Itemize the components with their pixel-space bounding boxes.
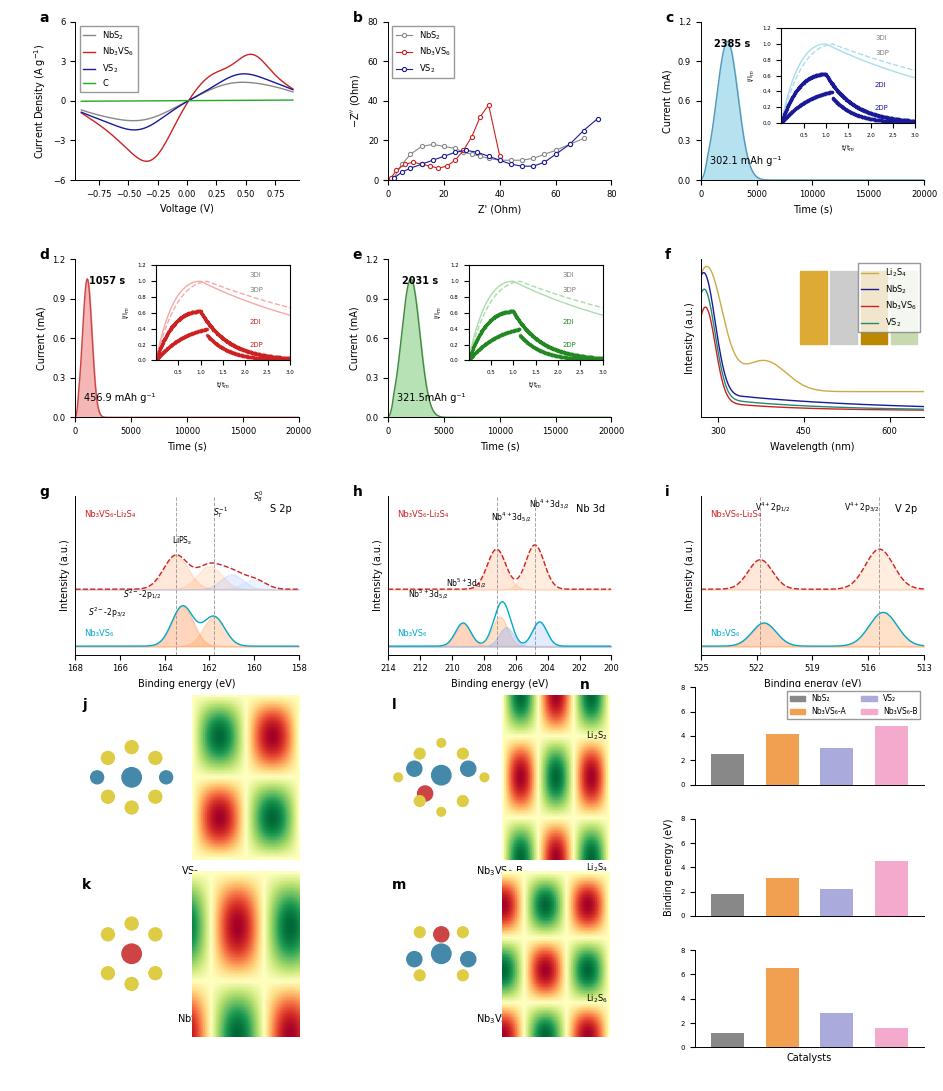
Text: b: b — [353, 11, 362, 25]
Bar — [875, 1028, 908, 1047]
X-axis label: Catalysts: Catalysts — [786, 1053, 832, 1063]
Text: $S_B^0$: $S_B^0$ — [254, 490, 264, 504]
Y-axis label: Binding energy (eV): Binding energy (eV) — [664, 818, 673, 916]
Text: Nb₃VS₆: Nb₃VS₆ — [84, 628, 114, 637]
X-axis label: Binding energy (eV): Binding energy (eV) — [139, 679, 236, 688]
Text: Nb 3d: Nb 3d — [576, 504, 604, 514]
Bar — [766, 733, 799, 784]
Text: Nb₃VS₆: Nb₃VS₆ — [710, 628, 739, 637]
Legend: NbS$_2$, Nb$_3$VS$_6$, VS$_2$, C: NbS$_2$, Nb$_3$VS$_6$, VS$_2$, C — [79, 26, 138, 92]
Text: Nb₃VS₆-Li₂S₄: Nb₃VS₆-Li₂S₄ — [84, 509, 136, 519]
Legend: Li$_2$S$_4$, NbS$_2$, Nb$_3$VS$_6$, VS$_2$: Li$_2$S$_4$, NbS$_2$, Nb$_3$VS$_6$, VS$_… — [858, 263, 920, 333]
Text: e: e — [353, 248, 362, 262]
Text: $S^{2-}$-2p$_{1/2}$: $S^{2-}$-2p$_{1/2}$ — [124, 588, 161, 602]
Bar — [875, 727, 908, 784]
Text: h: h — [353, 485, 362, 500]
X-axis label: Z' (Ohm): Z' (Ohm) — [478, 204, 521, 214]
Text: $S^{2-}$-2p$_{3/2}$: $S^{2-}$-2p$_{3/2}$ — [88, 606, 125, 620]
Text: l: l — [392, 698, 397, 712]
Text: m: m — [392, 878, 406, 892]
Text: 2385 s: 2385 s — [714, 39, 751, 49]
Text: 321.5mAh g⁻¹: 321.5mAh g⁻¹ — [397, 394, 466, 404]
Text: Nb$^{4+}$3d$_{3/2}$: Nb$^{4+}$3d$_{3/2}$ — [529, 497, 570, 513]
Y-axis label: Intensity (a.u.): Intensity (a.u.) — [60, 540, 70, 611]
Text: 456.9 mAh g⁻¹: 456.9 mAh g⁻¹ — [84, 394, 156, 404]
Legend: NbS₂, Nb₃VS₆-A, VS₂, Nb₃VS₆-B: NbS₂, Nb₃VS₆-A, VS₂, Nb₃VS₆-B — [786, 692, 920, 719]
X-axis label: Time (s): Time (s) — [793, 204, 833, 214]
Text: Li$_2$S$_6$: Li$_2$S$_6$ — [586, 993, 607, 1005]
Legend: NbS$_2$, Nb$_3$VS$_6$, VS$_2$: NbS$_2$, Nb$_3$VS$_6$, VS$_2$ — [392, 26, 455, 79]
Text: V$^{4+}$2p$_{3/2}$: V$^{4+}$2p$_{3/2}$ — [844, 501, 879, 515]
Bar — [766, 969, 799, 1047]
Bar — [820, 748, 853, 784]
Text: 2031 s: 2031 s — [402, 276, 438, 287]
Text: Nb₃VS₆: Nb₃VS₆ — [397, 628, 426, 637]
X-axis label: Time (s): Time (s) — [167, 442, 207, 452]
X-axis label: Voltage (V): Voltage (V) — [160, 204, 214, 214]
Text: Nb₃VS₆-Li₂S₄: Nb₃VS₆-Li₂S₄ — [397, 509, 449, 519]
X-axis label: Time (s): Time (s) — [480, 442, 520, 452]
Y-axis label: Intensity (a.u.): Intensity (a.u.) — [372, 540, 383, 611]
Text: S 2p: S 2p — [271, 504, 292, 514]
Bar — [711, 895, 744, 916]
Text: j: j — [82, 698, 87, 712]
Text: a: a — [40, 11, 49, 25]
Text: NbS$_2$: NbS$_2$ — [177, 1012, 203, 1026]
Text: Nb$^{5+}$3d$_{5/2}$: Nb$^{5+}$3d$_{5/2}$ — [408, 588, 449, 602]
Bar — [766, 878, 799, 916]
Y-axis label: $-$Z$^{\prime\prime}$ (Ohm): $-$Z$^{\prime\prime}$ (Ohm) — [349, 74, 362, 128]
Text: Nb₃VS₆-Li₂S₄: Nb₃VS₆-Li₂S₄ — [710, 509, 761, 519]
Text: Li$_2$S$_4$: Li$_2$S$_4$ — [586, 861, 607, 874]
Text: d: d — [40, 248, 50, 262]
Text: 302.1 mAh g⁻¹: 302.1 mAh g⁻¹ — [710, 156, 781, 166]
Y-axis label: Current (mA): Current (mA) — [662, 69, 672, 133]
X-axis label: Binding energy (eV): Binding energy (eV) — [764, 679, 861, 688]
Y-axis label: Intensity (a.u.): Intensity (a.u.) — [686, 540, 695, 611]
Y-axis label: Current (mA): Current (mA) — [350, 307, 359, 370]
Text: $S_T^{-1}$: $S_T^{-1}$ — [213, 505, 228, 520]
X-axis label: Binding energy (eV): Binding energy (eV) — [451, 679, 549, 688]
Bar — [711, 754, 744, 784]
Text: Nb$^{4+}$3d$_{5/2}$: Nb$^{4+}$3d$_{5/2}$ — [490, 511, 531, 525]
Bar — [820, 1014, 853, 1047]
Text: Nb$_3$VS$_6$-B: Nb$_3$VS$_6$-B — [476, 864, 523, 877]
Text: LiPS$_s$: LiPS$_s$ — [173, 535, 193, 547]
Text: V$^{4+}$2p$_{1/2}$: V$^{4+}$2p$_{1/2}$ — [754, 501, 790, 515]
Text: 1057 s: 1057 s — [89, 276, 125, 287]
Text: n: n — [580, 678, 590, 692]
Text: Nb$^{5+}$3d$_{3/2}$: Nb$^{5+}$3d$_{3/2}$ — [446, 577, 487, 591]
Y-axis label: Current Density (A g$^{-1}$): Current Density (A g$^{-1}$) — [32, 44, 48, 158]
X-axis label: Wavelength (nm): Wavelength (nm) — [770, 442, 854, 452]
Text: i: i — [665, 485, 670, 500]
Text: c: c — [665, 11, 673, 25]
Text: VS$_2$: VS$_2$ — [181, 864, 199, 877]
Bar — [711, 1033, 744, 1047]
Text: V 2p: V 2p — [895, 504, 918, 514]
Bar — [820, 889, 853, 916]
Bar — [875, 861, 908, 916]
Text: k: k — [82, 878, 91, 892]
Text: g: g — [40, 485, 50, 500]
Y-axis label: Intensity (a.u.): Intensity (a.u.) — [686, 302, 695, 374]
Text: Nb$_3$VS$_6$-A: Nb$_3$VS$_6$-A — [476, 1012, 523, 1026]
Text: Li$_2$S$_2$: Li$_2$S$_2$ — [586, 730, 607, 742]
Text: f: f — [665, 248, 671, 262]
Y-axis label: Current (mA): Current (mA) — [37, 307, 47, 370]
